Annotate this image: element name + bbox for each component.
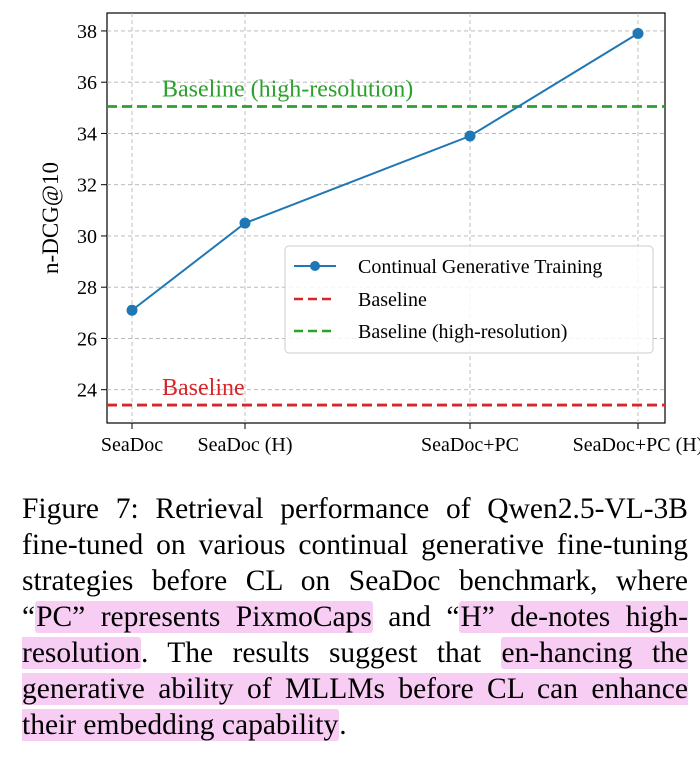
legend-marker-series <box>310 261 320 271</box>
legend-box <box>284 245 654 354</box>
caption-text: Figure 7: Retrieval performance of Qwen2… <box>22 493 688 633</box>
data-point <box>126 304 138 316</box>
legend-label-series: Continual Generative Training <box>358 256 602 278</box>
y-axis-label: n-DCG@10 <box>38 162 63 274</box>
data-point <box>239 217 251 229</box>
caption-highlight-pc: PC” represents PixmoCaps <box>35 601 373 633</box>
reference-lines: Baseline Baseline (high-resolution) <box>107 77 665 407</box>
x-tick-label: SeaDoc+PC <box>421 434 519 456</box>
x-tick-label: SeaDoc (H) <box>198 434 293 456</box>
y-tick-label: 36 <box>77 72 97 94</box>
caption-text: . <box>339 709 347 741</box>
x-tick-label: SeaDoc+PC (H) <box>573 434 700 456</box>
axes: 24 26 28 30 32 34 36 38 SeaDoc SeaDoc (H) SeaDoc+P… <box>77 21 700 456</box>
grid <box>107 13 665 423</box>
reference-line-label: Baseline (high-resolution) <box>162 77 413 103</box>
y-tick-label: 38 <box>77 21 97 43</box>
caption-text: and “ <box>372 601 460 633</box>
plot-frame <box>106 12 666 424</box>
y-tick-label: 32 <box>77 175 97 197</box>
y-tick-label: 30 <box>77 226 97 248</box>
legend-label-baseline-hr: Baseline (high-resolution) <box>358 321 567 343</box>
y-tick-label: 24 <box>77 380 97 402</box>
y-tick-label: 34 <box>77 123 97 145</box>
y-tick-label: 28 <box>77 277 97 299</box>
caption-text: . The results suggest that <box>141 637 501 669</box>
series-line <box>131 32 639 312</box>
data-point <box>464 130 476 142</box>
legend: Continual Generative Training Baseline B… <box>284 245 654 354</box>
data-point <box>632 28 644 39</box>
x-tick-label: SeaDoc <box>101 434 163 456</box>
figure-caption: Figure 7: Retrieval performance of Qwen2… <box>22 491 689 743</box>
reference-line-label: Baseline <box>162 375 245 401</box>
legend-label-baseline: Baseline <box>358 289 427 311</box>
series <box>126 28 644 316</box>
y-tick-label: 26 <box>77 328 97 350</box>
